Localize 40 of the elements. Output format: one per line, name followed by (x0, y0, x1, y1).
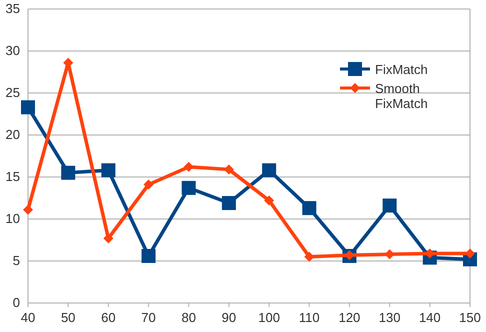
x-tick-label: 100 (258, 310, 280, 325)
x-tick-label: 90 (222, 310, 236, 325)
point (142, 248, 156, 263)
x-tick-label: 70 (141, 310, 156, 325)
y-tick-label: 30 (6, 43, 20, 58)
y-tick-label: 10 (6, 211, 20, 226)
x-tick-label: 40 (20, 310, 36, 325)
point (224, 164, 234, 174)
point (262, 163, 276, 178)
point (264, 196, 274, 206)
x-tick-label: 60 (101, 310, 116, 325)
x-tick-label: 140 (418, 310, 441, 325)
point (184, 162, 194, 172)
x-tick-label: 50 (60, 310, 76, 325)
x-tick-label: 120 (338, 310, 360, 325)
y-tick-label: 0 (12, 295, 20, 310)
y-tick-label: 15 (6, 169, 20, 184)
point (182, 180, 196, 195)
legend-label: FixMatch (375, 62, 428, 77)
x-tick-label: 130 (378, 310, 400, 325)
x-tick-label: 80 (181, 310, 196, 325)
point (382, 198, 397, 213)
y-tick-label: 5 (12, 253, 20, 268)
point (103, 233, 114, 244)
point (302, 201, 316, 216)
point (304, 252, 314, 262)
y-tick-label: 35 (6, 1, 20, 16)
y-tick-label: 25 (6, 85, 20, 100)
point (144, 180, 154, 190)
point (23, 204, 33, 215)
legend-label: Smooth FixMatch (375, 81, 428, 111)
y-tick-label: 20 (6, 127, 20, 142)
point (101, 163, 116, 178)
x-tick-label: 150 (459, 310, 481, 325)
point (21, 100, 35, 114)
point (222, 196, 236, 210)
point (384, 249, 395, 260)
point (465, 248, 475, 258)
point (61, 166, 76, 180)
x-tick-label: 110 (298, 310, 320, 325)
